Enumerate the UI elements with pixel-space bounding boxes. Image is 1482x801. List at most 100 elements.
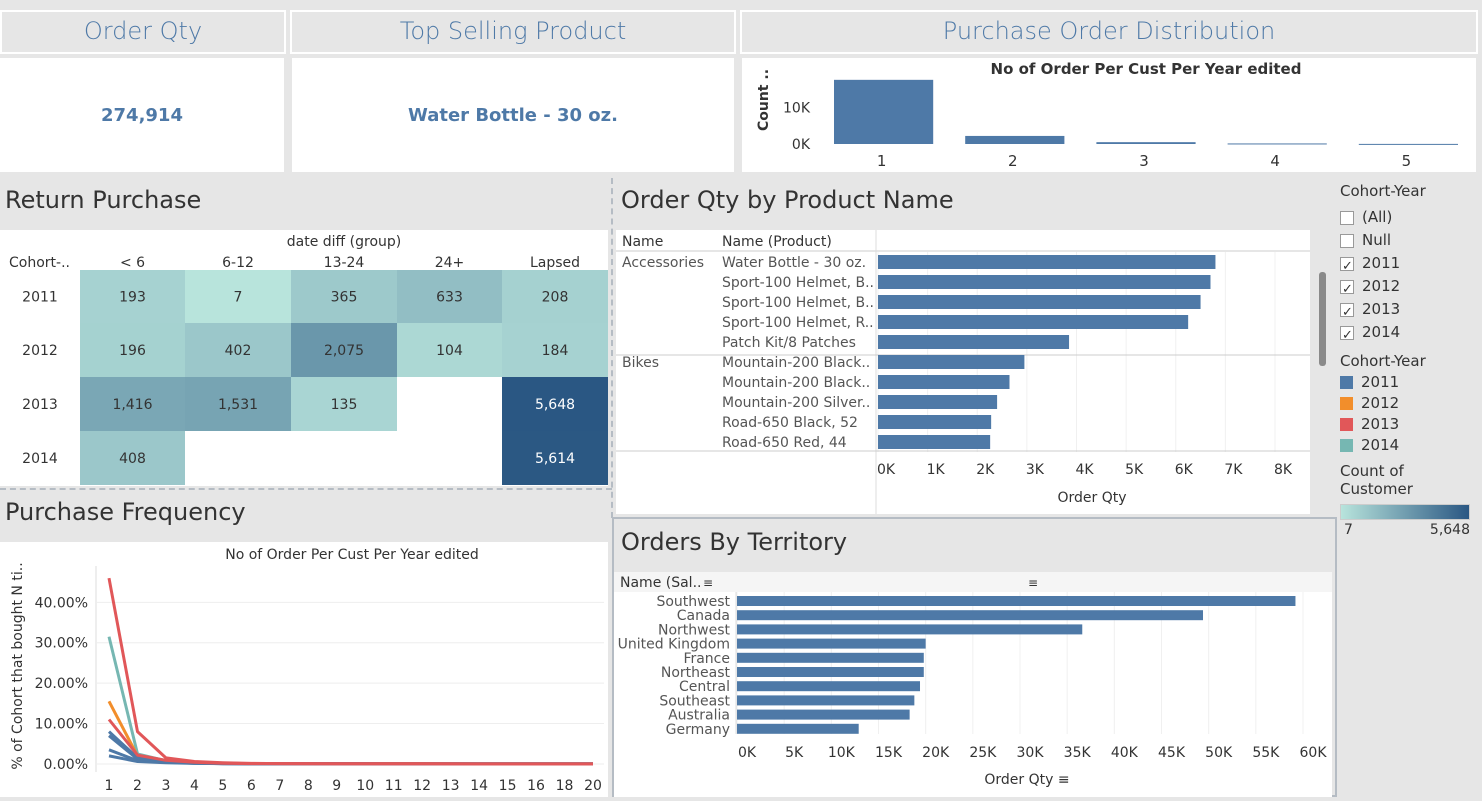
heatmap-column-label: 6-12 xyxy=(222,255,254,271)
count-legend-title: Count of Customer xyxy=(1340,462,1413,498)
territory-label: Germany xyxy=(666,722,730,738)
filter-option-label: 2011 xyxy=(1362,254,1401,272)
distribution-card: No of Order Per Cust Per Year edited Coun… xyxy=(742,58,1476,172)
heatmap-column-label: 24+ xyxy=(435,255,465,271)
heatmap-cell xyxy=(185,323,291,377)
heatmap-cell xyxy=(80,431,185,485)
count-gradient xyxy=(1340,504,1470,520)
territory-x-label: Order Qty ≡ xyxy=(984,772,1069,788)
frequency-x-tick: 16 xyxy=(527,778,545,794)
checkbox[interactable] xyxy=(1340,255,1354,278)
color-legend-item[interactable]: 2014 xyxy=(1340,435,1480,456)
territory-header-band xyxy=(614,572,1332,592)
checkbox[interactable] xyxy=(1340,210,1354,225)
heatmap-cell-label: 193 xyxy=(119,290,146,306)
heatmap-cell-label: 208 xyxy=(542,290,569,306)
frequency-y-tick: 30.00% xyxy=(35,636,88,652)
heatmap-cell-label: 1,531 xyxy=(218,397,258,413)
product-item-label: Sport-100 Helmet, B.. xyxy=(722,295,874,311)
purchase-frequency-chart: No of Order Per Cust Per Year edited % of… xyxy=(10,547,604,794)
heatmap-cell-label: 5,614 xyxy=(535,451,575,467)
product-group-label: Bikes xyxy=(622,355,659,371)
filter-panel: Cohort-Year (All) Null 2011 2012 2013 2014 Co… xyxy=(1340,182,1480,542)
frequency-x-tick: 5 xyxy=(218,778,227,794)
heatmap-cell-label: 104 xyxy=(436,343,463,359)
frequency-y-label: % of Cohort that bought N ti.. xyxy=(10,562,26,769)
heatmap-cell xyxy=(185,377,291,431)
color-legend-list: 2011 2012 2013 2014 xyxy=(1340,372,1480,456)
territory-x-tick: 15K xyxy=(875,745,903,761)
checkbox[interactable] xyxy=(1340,301,1354,324)
territory-x-tick: 30K xyxy=(1017,745,1045,761)
territory-bar xyxy=(737,638,926,649)
heatmap-cell xyxy=(291,323,397,377)
product-x-tick: 5K xyxy=(1125,462,1144,478)
product-bar xyxy=(878,335,1070,349)
frequency-y-tick: 10.00% xyxy=(35,717,88,733)
frequency-x-tick: 14 xyxy=(470,778,488,794)
distribution-bar xyxy=(1358,143,1458,145)
frequency-x-tick: 20 xyxy=(584,778,602,794)
distribution-x-tick: 2 xyxy=(1008,152,1018,170)
territory-chart: Name (Sal.. ≡ ≡0K 5K 10K 15K 20K 25K 30K 35K 40K 45… xyxy=(614,572,1332,788)
territory-label: Canada xyxy=(677,608,730,624)
frequency-x-tick: 13 xyxy=(442,778,460,794)
filter-option[interactable]: 2012 xyxy=(1340,275,1480,301)
distribution-bar xyxy=(1227,143,1327,145)
product-group-label: Accessories xyxy=(622,255,704,271)
return-purchase-title: Return Purchase xyxy=(5,186,202,214)
color-legend-item[interactable]: 2013 xyxy=(1340,414,1480,435)
divider-horizontal xyxy=(0,488,612,490)
territory-bar xyxy=(737,652,924,663)
color-swatch xyxy=(1340,397,1353,410)
heatmap-cell xyxy=(502,270,608,323)
product-item-label: Mountain-200 Silver.. xyxy=(722,395,870,411)
checkbox[interactable] xyxy=(1340,233,1354,248)
territory-x-tick: 0K xyxy=(738,745,757,761)
cohort-filter-title: Cohort-Year xyxy=(1340,182,1426,200)
distribution-y-tick: 10K xyxy=(783,100,811,116)
color-legend-label: 2013 xyxy=(1361,415,1400,433)
distribution-chart: No of Order Per Cust Per Year edited Coun… xyxy=(756,60,1458,170)
color-legend-label: 2012 xyxy=(1361,394,1400,412)
color-swatch xyxy=(1340,439,1353,452)
product-bar xyxy=(878,315,1189,329)
territory-bar xyxy=(737,695,915,706)
territory-label: France xyxy=(683,651,730,667)
territory-label: Northeast xyxy=(661,665,731,681)
color-legend-item[interactable]: 2011 xyxy=(1340,372,1480,393)
order-qty-product-title: Order Qty by Product Name xyxy=(621,186,954,214)
heatmap-column-label: 13-24 xyxy=(324,255,365,271)
frequency-chart-title: No of Order Per Cust Per Year edited xyxy=(225,547,479,563)
frequency-series-line xyxy=(107,718,593,766)
product-bar xyxy=(878,415,992,429)
filter-option[interactable]: 2013 xyxy=(1340,298,1480,324)
product-col-header: Name xyxy=(622,234,663,250)
color-legend-item[interactable]: 2012 xyxy=(1340,393,1480,414)
frequency-y-tick: 20.00% xyxy=(35,676,88,692)
filter-option[interactable]: Null xyxy=(1340,229,1480,252)
order-qty-product-panel: Name Name (Product) 0K 1K 2K 3K 4K 5K 6K 7K 8K Orde… xyxy=(616,230,1310,514)
scrollbar[interactable] xyxy=(1319,272,1326,366)
filter-option[interactable]: 2011 xyxy=(1340,252,1480,278)
territory-x-tick: 10K xyxy=(828,745,856,761)
order-qty-title: Order Qty xyxy=(83,17,203,45)
territory-label: Southwest xyxy=(656,594,730,610)
heatmap-cell-label: 633 xyxy=(436,290,463,306)
territory-x-tick: 25K xyxy=(969,745,997,761)
distribution-x-tick: 1 xyxy=(877,152,887,170)
filter-option[interactable]: 2014 xyxy=(1340,321,1480,347)
territory-label: Southeast xyxy=(659,693,730,709)
checkbox[interactable] xyxy=(1340,324,1354,347)
checkbox[interactable] xyxy=(1340,278,1354,301)
count-min: 7 xyxy=(1344,522,1353,538)
color-legend-label: 2014 xyxy=(1361,436,1400,454)
heatmap-cell-label: 5,648 xyxy=(535,397,575,413)
territory-x-tick: 60K xyxy=(1300,745,1328,761)
frequency-series-line xyxy=(107,700,593,766)
product-item-label: Patch Kit/8 Patches xyxy=(722,335,856,351)
frequency-x-tick: 7 xyxy=(275,778,284,794)
filter-option-label: 2013 xyxy=(1362,300,1401,318)
frequency-y-tick: 40.00% xyxy=(35,595,88,611)
filter-option[interactable]: (All) xyxy=(1340,206,1480,229)
